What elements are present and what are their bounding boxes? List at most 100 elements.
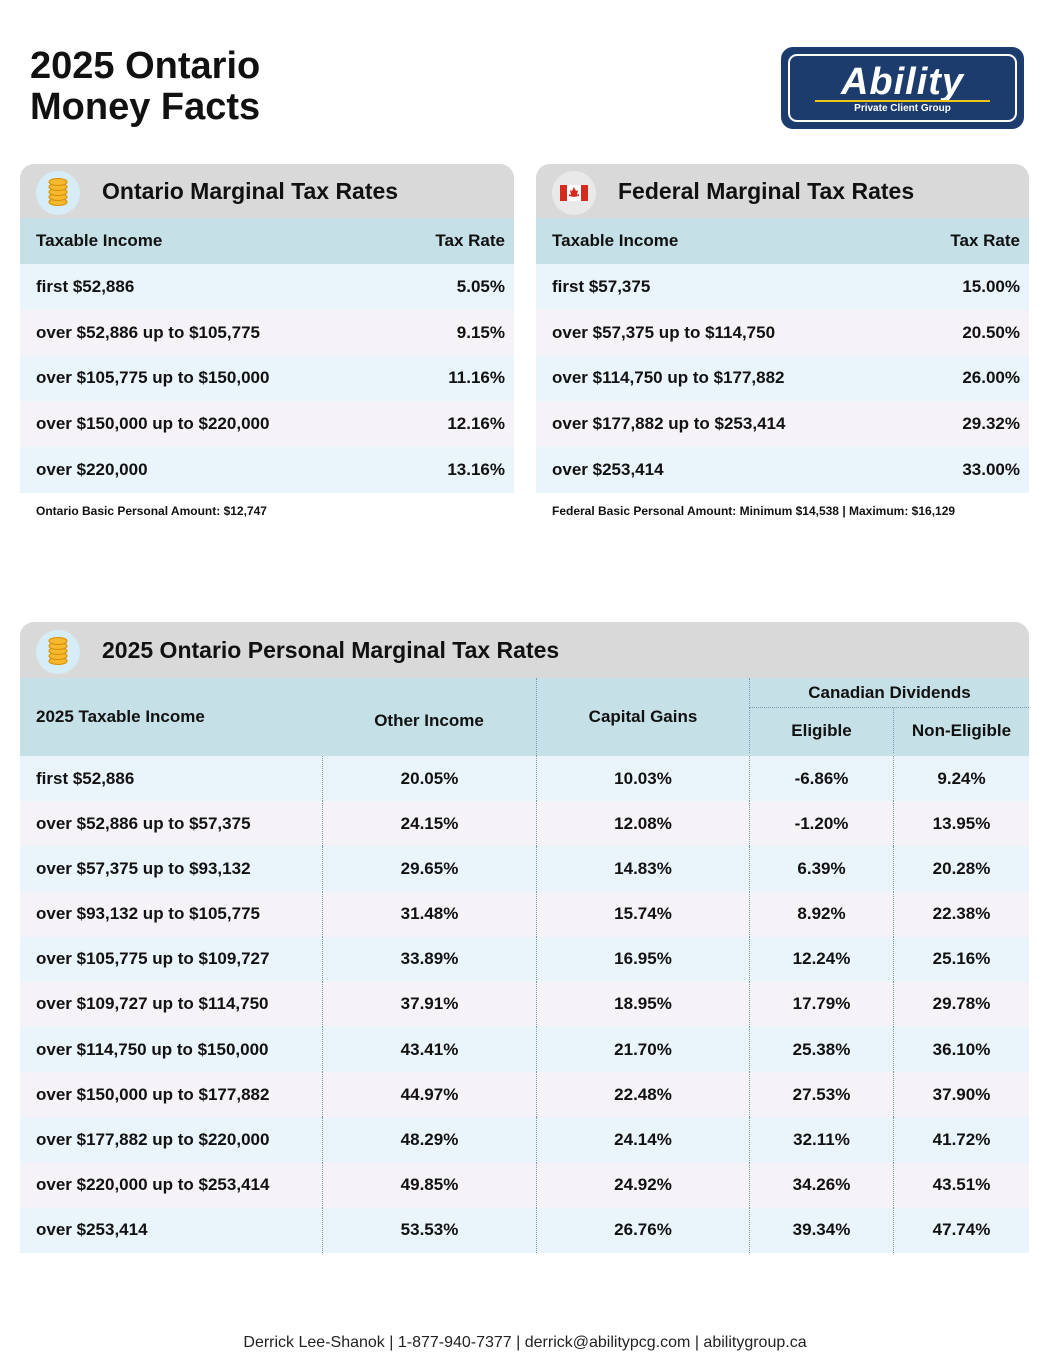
rate-cell: 15.00% [962, 276, 1020, 296]
rate-cell: 8.92% [749, 891, 893, 937]
title: 2025 Ontario Money Facts [30, 46, 260, 128]
column-header-text: Taxable Income [36, 231, 163, 250]
rate-cell: 47.74% [893, 1207, 1029, 1253]
table-title: Federal Marginal Tax Rates [536, 164, 1029, 218]
table-row [20, 891, 1029, 937]
table-title: 2025 Ontario Personal Marginal Tax Rates [20, 622, 1029, 678]
income-cell: over $150,000 up to $220,000 [36, 414, 270, 434]
table-row [20, 1072, 1029, 1118]
rate-cell: 43.51% [893, 1162, 1029, 1208]
table-note: Federal Basic Personal Amount: Minimum $… [552, 504, 956, 518]
table-row [536, 447, 1029, 493]
table-note: Ontario Basic Personal Amount: $12,747 [36, 504, 267, 518]
column-header-text: Canadian Dividends [749, 678, 1029, 708]
table-row [20, 1027, 1029, 1073]
column-header [20, 218, 514, 264]
table-row [20, 981, 1029, 1028]
column-header [536, 218, 1029, 264]
rate-cell: 49.85% [322, 1162, 536, 1208]
rate-cell: 18.95% [536, 981, 749, 1028]
rate-cell: 25.16% [893, 936, 1029, 982]
rate-cell: 16.95% [536, 936, 749, 982]
table-row [20, 401, 514, 448]
rate-cell: 26.76% [536, 1207, 749, 1253]
table-row [20, 936, 1029, 982]
income-cell: first $52,886 [36, 768, 135, 788]
rate-cell: 6.39% [749, 846, 893, 892]
rate-cell: 12.24% [749, 936, 893, 982]
rate-cell: 5.05% [456, 276, 505, 296]
income-cell: over $57,375 up to $114,750 [552, 322, 776, 342]
table-row [20, 1117, 1029, 1163]
rate-cell: 27.53% [749, 1072, 893, 1118]
rate-cell: 33.89% [322, 936, 536, 982]
rate-cell: 37.90% [893, 1072, 1029, 1118]
rate-cell: 29.65% [322, 846, 536, 892]
rate-cell: 31.48% [322, 891, 536, 937]
rate-cell: 12.16% [447, 414, 505, 434]
table-row [20, 801, 1029, 847]
rate-cell: 22.38% [893, 891, 1029, 937]
income-cell: over $177,882 up to $220,000 [36, 1130, 270, 1150]
rate-cell: 53.53% [322, 1207, 536, 1253]
income-cell: over $150,000 up to $177,882 [36, 1084, 270, 1104]
table-row [20, 846, 1029, 892]
income-cell: over $109,727 up to $114,750 [36, 994, 269, 1014]
table-row [20, 756, 1029, 802]
income-cell: over $177,882 up to $253,414 [552, 414, 786, 434]
table-row [20, 264, 514, 310]
income-cell: first $52,886 [36, 276, 135, 296]
rate-cell: -1.20% [749, 801, 893, 847]
rate-cell: 13.16% [447, 460, 505, 480]
income-cell: over $114,750 up to $177,882 [552, 368, 785, 388]
rate-cell: 17.79% [749, 981, 893, 1028]
table-row [20, 355, 514, 402]
table-row [20, 309, 514, 356]
column-header-text: Taxable Income [552, 231, 679, 250]
rate-cell: 21.70% [536, 1027, 749, 1073]
rate-cell: 29.78% [893, 981, 1029, 1028]
rate-cell: 26.00% [962, 368, 1020, 388]
income-cell: over $93,132 up to $105,775 [36, 904, 260, 924]
income-cell: over $114,750 up to $150,000 [36, 1039, 269, 1059]
rate-cell: 43.41% [322, 1027, 536, 1073]
rate-cell: 20.28% [893, 846, 1029, 892]
logo-tagline: Private Client Group [854, 103, 951, 114]
rate-cell: 9.15% [456, 322, 505, 342]
column-header-text: 2025 Taxable Income [36, 707, 205, 726]
column-header-text: Non-Eligible [893, 708, 1029, 753]
table-row [536, 309, 1029, 356]
table-row [536, 264, 1029, 310]
title-line: 2025 Ontario [30, 45, 261, 87]
column-header-text: Tax Rate [950, 231, 1020, 250]
table-title: Ontario Marginal Tax Rates [20, 164, 514, 218]
column-header-text: Tax Rate [435, 231, 505, 250]
rate-cell: 32.11% [749, 1117, 893, 1163]
income-cell: over $253,414 [552, 460, 664, 480]
rate-cell: 41.72% [893, 1117, 1029, 1163]
income-cell: first $57,375 [552, 276, 651, 296]
rate-cell: 24.92% [536, 1162, 749, 1208]
column-header-text: Capital Gains [536, 678, 749, 756]
logo: Ability Private Client Group [781, 47, 1024, 129]
coins-icon [36, 171, 80, 215]
rate-cell: 22.48% [536, 1072, 749, 1118]
income-cell: over $52,886 up to $105,775 [36, 322, 260, 342]
income-cell: over $105,775 up to $109,727 [36, 949, 270, 969]
coins-icon [36, 630, 80, 674]
income-cell: over $253,414 [36, 1220, 148, 1240]
rate-cell: 36.10% [893, 1027, 1029, 1073]
title-line: Money Facts [30, 86, 261, 128]
income-cell: over $105,775 up to $150,000 [36, 368, 270, 388]
rate-cell: 20.50% [962, 322, 1020, 342]
income-cell: over $220,000 up to $253,414 [36, 1175, 270, 1195]
income-cell: over $52,886 up to $57,375 [36, 813, 251, 833]
column-header [20, 678, 1029, 756]
column-header-text: Eligible [749, 708, 893, 753]
rate-cell: -6.86% [749, 756, 893, 802]
income-cell: over $220,000 [36, 460, 148, 480]
flag-icon [552, 171, 596, 215]
rate-cell: 34.26% [749, 1162, 893, 1208]
table-row [20, 447, 514, 493]
